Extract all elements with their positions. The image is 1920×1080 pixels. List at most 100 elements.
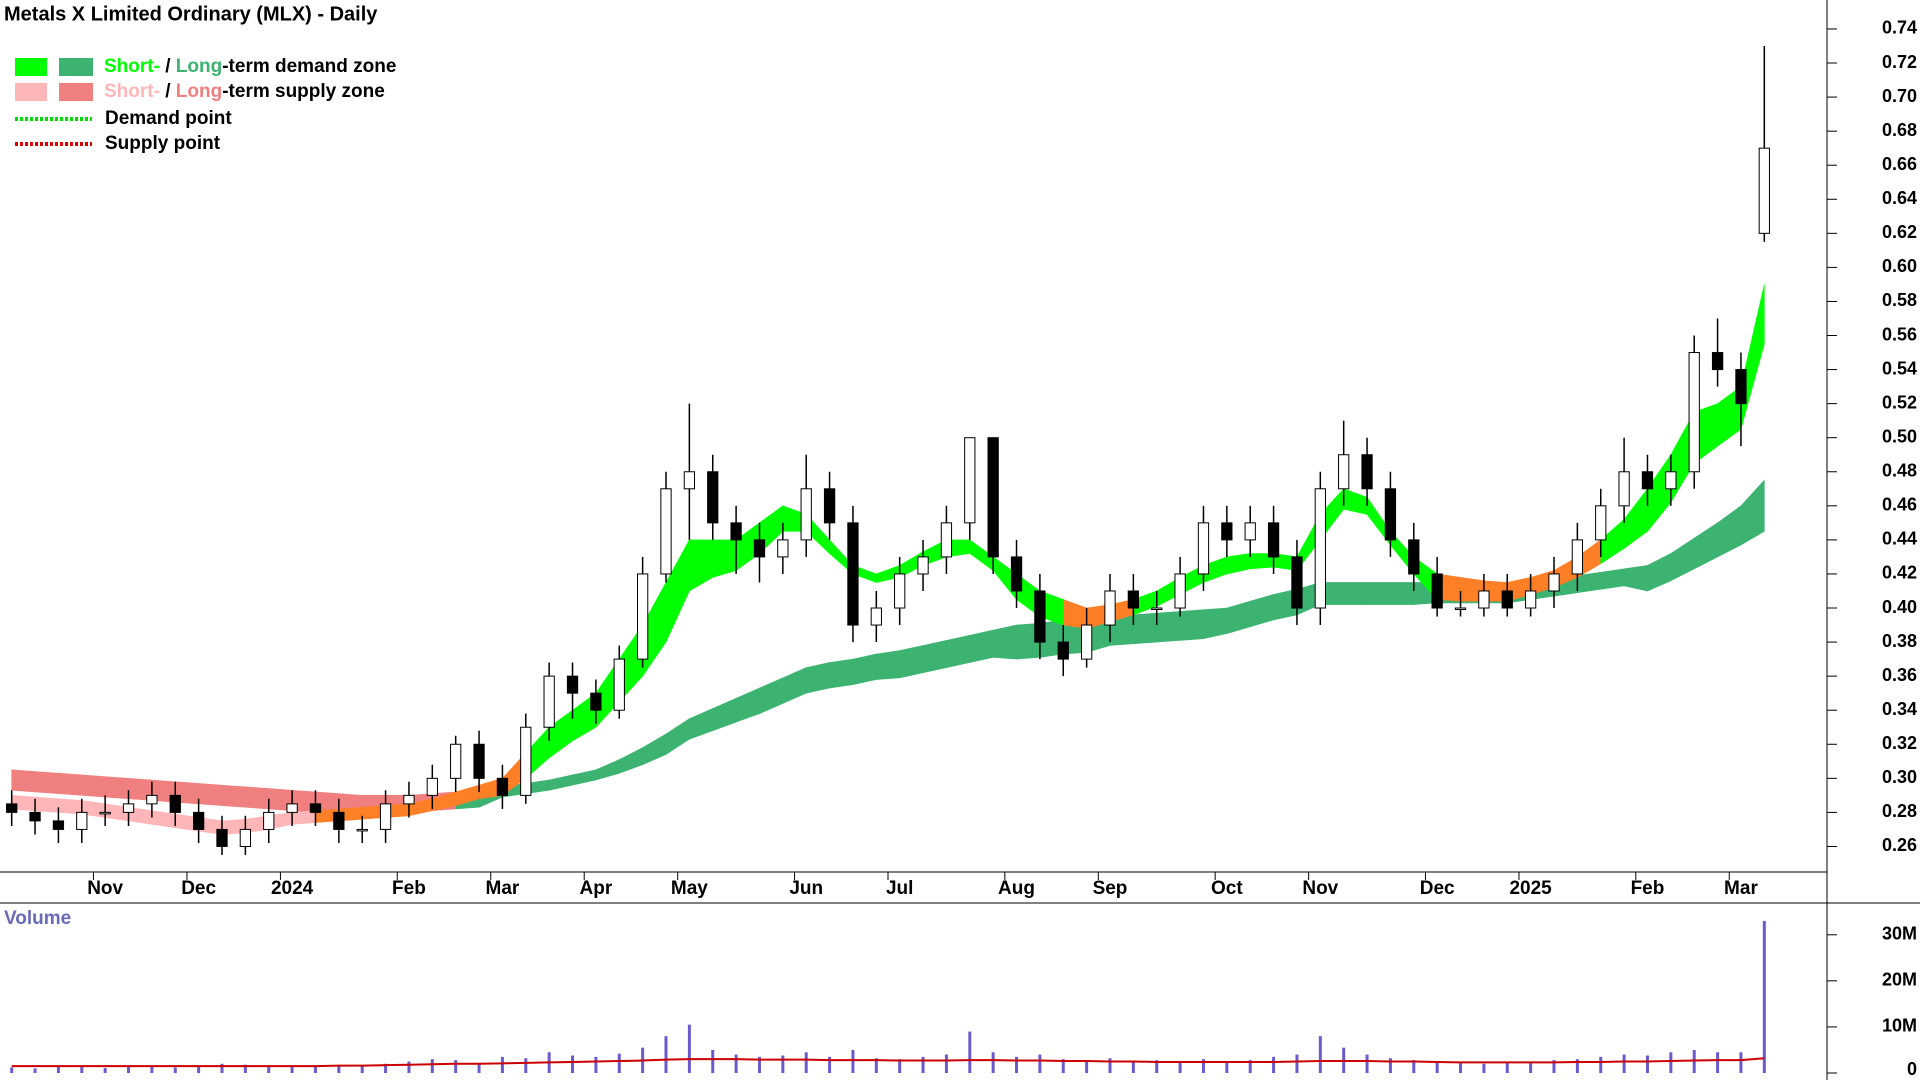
volume-bar: [313, 1066, 317, 1073]
volume-bar: [1388, 1058, 1392, 1073]
candle-body: [1034, 590, 1046, 643]
volume-bar: [337, 1065, 341, 1073]
long-term-zone: [1156, 611, 1181, 643]
volume-bar: [571, 1055, 575, 1073]
candle-body: [987, 437, 999, 558]
volume-bar: [1108, 1058, 1112, 1073]
short-term-zone: [712, 539, 737, 578]
short-term-zone: [58, 798, 83, 815]
chart-title: Metals X Limited Ordinary (MLX) - Daily: [4, 3, 378, 25]
volume-bar: [173, 1067, 177, 1073]
candle-body: [1758, 147, 1770, 234]
legend-text: -term demand zone: [222, 56, 396, 77]
candle-body: [1711, 352, 1724, 371]
x-tick-label: Jun: [789, 878, 823, 899]
long-term-zone: [11, 769, 36, 793]
candle-body: [496, 777, 509, 796]
long-term-zone: [899, 645, 924, 679]
candle-body: [1127, 590, 1140, 609]
volume-bar: [220, 1063, 224, 1073]
candle-body: [1197, 522, 1210, 575]
volume-bar: [1015, 1056, 1019, 1073]
volume-bar: [150, 1065, 154, 1073]
candle-body: [940, 522, 953, 558]
volume-bar: [360, 1066, 364, 1073]
volume-bar: [1085, 1060, 1089, 1073]
volume-bar: [103, 1067, 107, 1073]
candles: [6, 45, 1770, 855]
volume-bar: [1412, 1060, 1416, 1073]
volume-bar: [664, 1036, 668, 1073]
candle-body: [520, 726, 532, 796]
volume-bar: [1225, 1061, 1229, 1073]
x-tick-label: Jul: [886, 878, 913, 899]
candle-body: [52, 820, 65, 830]
x-tick-label: Dec: [1420, 878, 1455, 899]
candle-body: [1595, 505, 1607, 541]
candle-body: [1735, 369, 1747, 405]
candle-body: [1408, 539, 1420, 575]
candle-body: [1501, 590, 1513, 609]
x-tick-label: Feb: [1631, 878, 1665, 899]
volume-bar: [80, 1067, 84, 1073]
long-term-zone: [58, 772, 83, 796]
candle-body: [1571, 539, 1584, 575]
axes: 0.26 0.28 0.30 0.32 0.34 0.36 0.38 0.40 0.42 0.44…: [87, 18, 1917, 1079]
y-tick-label: 0.40: [1882, 597, 1917, 617]
volume-bar: [454, 1060, 458, 1073]
x-tick-label: Oct: [1211, 878, 1243, 899]
legend-label: Short- / Long-term demand zone: [104, 56, 396, 77]
candle-body: [1384, 488, 1397, 541]
candle-body: [707, 471, 719, 524]
long-term-zone: [1366, 582, 1391, 605]
y-tick-label: 30M: [1882, 924, 1917, 944]
y-tick-label: 0.70: [1882, 86, 1917, 106]
volume-bar: [1038, 1054, 1042, 1073]
x-tick-label: May: [671, 878, 708, 899]
volume-bar: [384, 1063, 388, 1073]
volume-bar: [594, 1056, 598, 1073]
y-tick-label: 0.46: [1882, 495, 1917, 515]
candle-body: [894, 573, 906, 609]
long-term-zone: [1390, 582, 1415, 605]
x-tick-label: Apr: [580, 878, 613, 899]
candle-body: [1174, 573, 1186, 609]
x-tick-label: Sep: [1093, 878, 1128, 899]
y-tick-label: 0.32: [1882, 733, 1917, 753]
volume-bar: [874, 1058, 878, 1073]
long-term-zone: [1179, 609, 1204, 641]
short-term-zone: [34, 796, 59, 813]
volume-bar: [1575, 1059, 1579, 1073]
volume-bar: [430, 1059, 434, 1073]
candle-body: [613, 658, 625, 711]
candle-body: [964, 437, 976, 524]
long-term-zone: [245, 786, 270, 810]
y-tick-label: 0.68: [1882, 120, 1917, 140]
candle-body: [1478, 590, 1490, 609]
long-term-zone: [198, 783, 223, 806]
candle-body: [753, 539, 766, 558]
volume-bar: [477, 1062, 481, 1073]
candle-body: [403, 794, 415, 805]
long-term-zone: [104, 776, 129, 800]
long-term-zone: [922, 640, 947, 674]
candle-body: [823, 488, 836, 524]
volume-bar: [1716, 1052, 1720, 1073]
y-tick-label: 0.42: [1882, 563, 1917, 583]
candle-body: [1454, 607, 1467, 611]
y-tick-label: 0.58: [1882, 290, 1917, 310]
volume-bar: [1201, 1059, 1205, 1073]
candle-body: [450, 743, 462, 779]
candle-body: [1267, 522, 1280, 558]
candle-body: [1151, 607, 1163, 611]
y-tick-label: 0.72: [1882, 52, 1917, 72]
long-term-zone: [805, 662, 830, 694]
candle-body: [309, 803, 322, 813]
long-term-zone: [1343, 582, 1368, 605]
candle-body: [1548, 573, 1560, 592]
candle-body: [1524, 590, 1537, 609]
candle-body: [216, 828, 228, 847]
candle-body: [566, 675, 579, 694]
candle-body: [76, 811, 88, 830]
